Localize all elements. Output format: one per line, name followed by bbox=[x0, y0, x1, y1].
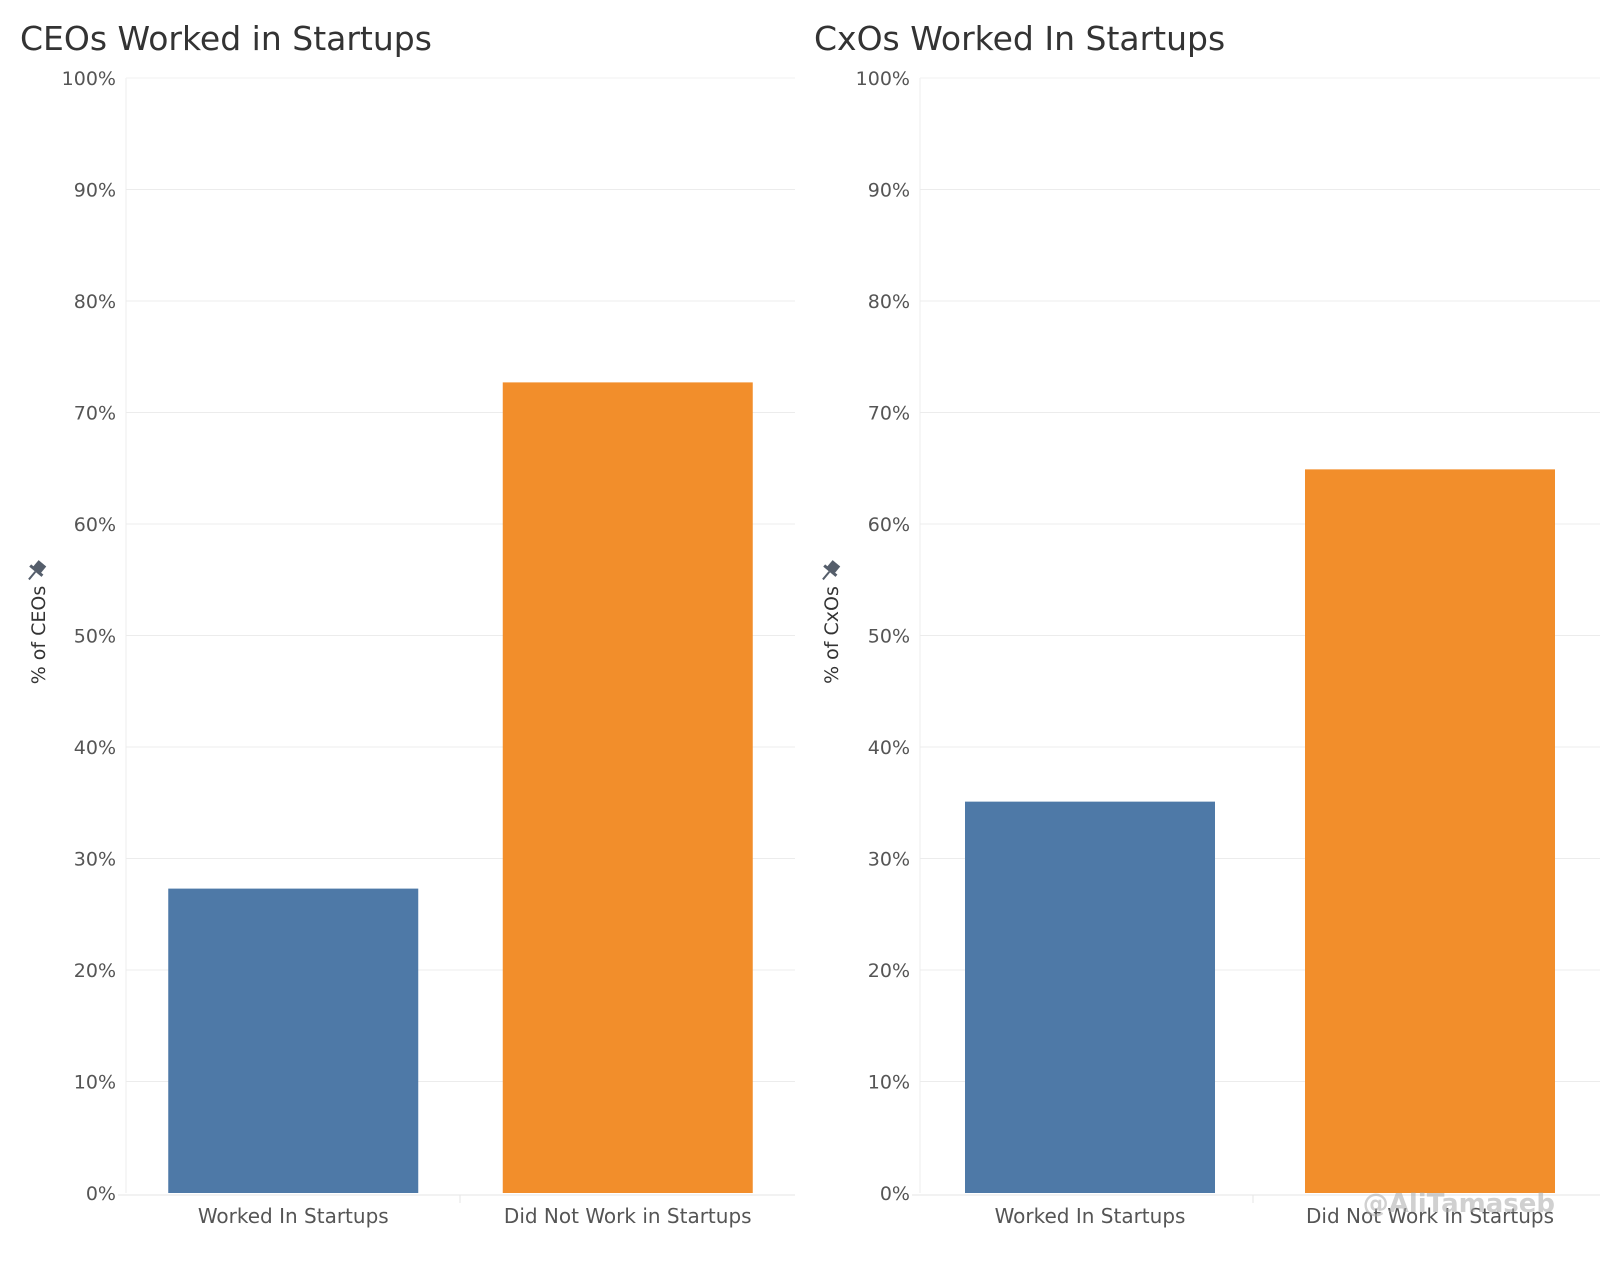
y-tick-label: 70% bbox=[74, 403, 116, 425]
y-tick-label: 20% bbox=[868, 960, 910, 982]
y-tick-label: 80% bbox=[868, 291, 910, 313]
y-tick-label: 50% bbox=[868, 626, 910, 648]
watermark: @AliTamaseb bbox=[1363, 1189, 1555, 1219]
y-tick-label: 40% bbox=[74, 737, 116, 759]
y-tick-label: 90% bbox=[868, 180, 910, 202]
chart-title: CxOs Worked In Startups bbox=[814, 19, 1225, 58]
pin-icon[interactable] bbox=[817, 558, 843, 584]
chart-panel-cxos: CxOs Worked In Startups 0% 10% 20% 30% 40% 50… bbox=[814, 19, 1600, 1228]
y-tick-label: 100% bbox=[856, 68, 910, 90]
y-tick-label: 0% bbox=[86, 1183, 116, 1205]
y-tick-label: 60% bbox=[74, 514, 116, 536]
y-tick-label: 0% bbox=[880, 1183, 910, 1205]
y-tick-label: 20% bbox=[74, 960, 116, 982]
y-tick-label: 60% bbox=[868, 514, 910, 536]
y-axis-title: % of CEOs bbox=[28, 586, 50, 685]
chart-panel-ceos: CEOs Worked in Startups 0% 10% 20% 30% 40% 50… bbox=[20, 19, 795, 1228]
x-category-label: Worked In Startups bbox=[995, 1204, 1186, 1228]
bar[interactable] bbox=[168, 888, 419, 1193]
y-tick-label: 10% bbox=[74, 1072, 116, 1094]
pin-icon[interactable] bbox=[23, 558, 49, 584]
y-axis-title: % of CxOs bbox=[821, 586, 843, 684]
y-tick-label: 30% bbox=[74, 849, 116, 871]
y-tick-label: 100% bbox=[62, 68, 116, 90]
bar[interactable] bbox=[965, 801, 1215, 1193]
y-tick-label: 40% bbox=[868, 737, 910, 759]
chart-title: CEOs Worked in Startups bbox=[20, 19, 432, 58]
x-category-label: Worked In Startups bbox=[198, 1204, 389, 1228]
bar[interactable] bbox=[502, 382, 753, 1193]
x-category-label: Did Not Work In Startups bbox=[1306, 1204, 1554, 1228]
x-category-label: Did Not Work in Startups bbox=[504, 1204, 752, 1228]
y-tick-label: 80% bbox=[74, 291, 116, 313]
y-tick-label: 90% bbox=[74, 180, 116, 202]
y-tick-label: 70% bbox=[868, 403, 910, 425]
y-tick-label: 50% bbox=[74, 626, 116, 648]
y-tick-label: 10% bbox=[868, 1072, 910, 1094]
y-tick-label: 30% bbox=[868, 849, 910, 871]
bar[interactable] bbox=[1305, 469, 1555, 1193]
